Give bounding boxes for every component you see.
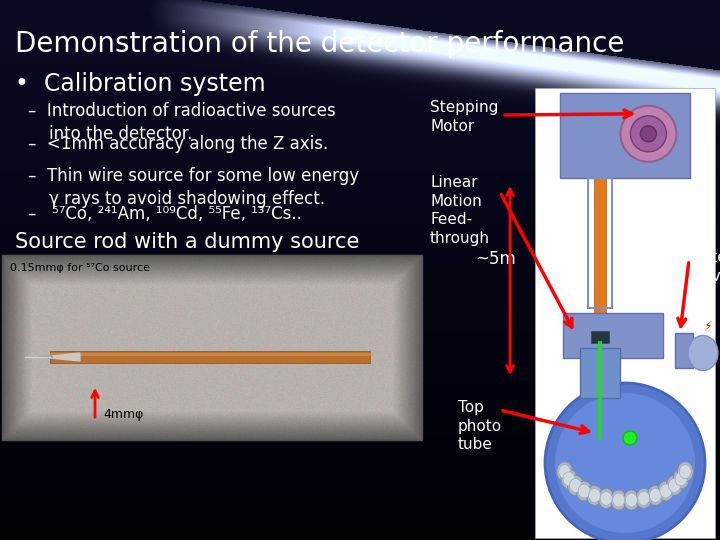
Text: Demonstration of the detector performance: Demonstration of the detector performanc… <box>15 30 624 58</box>
Ellipse shape <box>576 481 592 501</box>
Text: –  <1mm accuracy along the Z axis.: – <1mm accuracy along the Z axis. <box>28 135 328 153</box>
Ellipse shape <box>638 491 650 505</box>
Ellipse shape <box>658 481 674 501</box>
FancyBboxPatch shape <box>594 178 606 438</box>
Circle shape <box>555 393 695 533</box>
Ellipse shape <box>557 462 572 482</box>
Text: Top
photo
tube: Top photo tube <box>458 400 502 452</box>
Ellipse shape <box>611 490 626 510</box>
Text: –   ⁵⁷Co, ²⁴¹Am, ¹⁰⁹Cd, ⁵⁵Fe, ¹³⁷Cs..: – ⁵⁷Co, ²⁴¹Am, ¹⁰⁹Cd, ⁵⁵Fe, ¹³⁷Cs.. <box>28 205 302 223</box>
FancyBboxPatch shape <box>591 331 609 343</box>
Ellipse shape <box>567 475 583 495</box>
Ellipse shape <box>675 472 687 486</box>
Text: ⚡: ⚡ <box>703 320 712 333</box>
Ellipse shape <box>678 462 693 482</box>
Ellipse shape <box>578 484 590 498</box>
Text: –  Thin wire source for some low energy
    γ rays to avoid shadowing effect.: – Thin wire source for some low energy γ… <box>28 167 359 208</box>
FancyBboxPatch shape <box>563 313 663 358</box>
Ellipse shape <box>649 488 662 502</box>
FancyBboxPatch shape <box>675 333 693 368</box>
Text: 4mmφ: 4mmφ <box>103 408 143 421</box>
FancyBboxPatch shape <box>535 88 715 538</box>
FancyBboxPatch shape <box>560 93 690 178</box>
Circle shape <box>631 116 667 152</box>
Ellipse shape <box>559 465 571 478</box>
Ellipse shape <box>561 469 577 489</box>
Ellipse shape <box>660 484 672 498</box>
Text: •  Calibration system: • Calibration system <box>15 72 266 96</box>
Ellipse shape <box>647 485 663 505</box>
Text: –  Introduction of radioactive sources
    into the detector.: – Introduction of radioactive sources in… <box>28 102 336 143</box>
Ellipse shape <box>636 489 652 509</box>
Ellipse shape <box>679 465 691 478</box>
Circle shape <box>621 106 676 162</box>
Ellipse shape <box>598 489 614 509</box>
Ellipse shape <box>668 478 680 492</box>
FancyBboxPatch shape <box>50 351 370 363</box>
Text: Source rod with a dummy source: Source rod with a dummy source <box>15 232 359 252</box>
Ellipse shape <box>570 478 582 492</box>
Circle shape <box>623 431 637 445</box>
FancyBboxPatch shape <box>580 348 620 398</box>
Polygon shape <box>38 356 52 358</box>
Text: Stepping
Motor: Stepping Motor <box>430 100 498 133</box>
Text: 0.15mmφ for ⁵⁷Co source: 0.15mmφ for ⁵⁷Co source <box>10 263 150 273</box>
Text: Linear
Motion
Feed-
through: Linear Motion Feed- through <box>430 175 490 246</box>
Ellipse shape <box>624 490 639 510</box>
Ellipse shape <box>667 475 683 495</box>
Polygon shape <box>50 353 80 361</box>
Text: ~5m: ~5m <box>475 250 516 268</box>
Ellipse shape <box>600 491 612 505</box>
Ellipse shape <box>613 493 625 507</box>
Ellipse shape <box>688 335 718 370</box>
Circle shape <box>640 126 657 142</box>
Ellipse shape <box>587 485 603 505</box>
Circle shape <box>545 383 705 540</box>
Text: Gate
valve: Gate valve <box>690 250 720 284</box>
Ellipse shape <box>563 472 575 486</box>
Ellipse shape <box>588 488 600 502</box>
Ellipse shape <box>673 469 689 489</box>
Ellipse shape <box>626 493 637 507</box>
